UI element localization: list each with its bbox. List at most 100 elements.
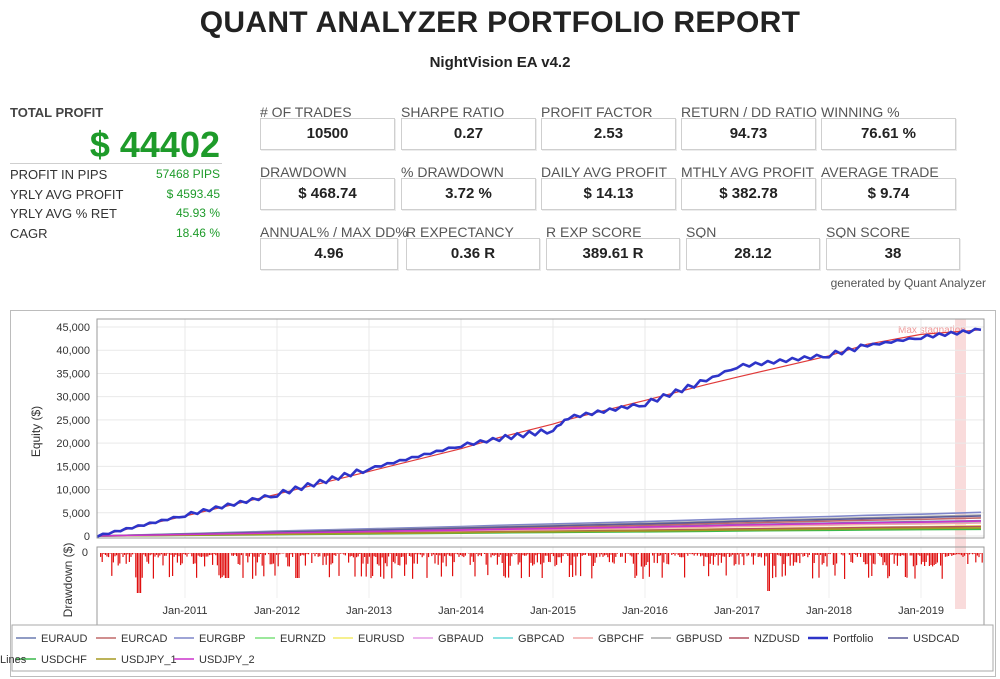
drawdown-bar: [247, 553, 249, 563]
drawdown-bar: [596, 553, 598, 558]
drawdown-bar: [565, 553, 567, 555]
drawdown-bar: [952, 553, 954, 555]
drawdown-bar: [173, 553, 175, 557]
drawdown-bar: [296, 553, 298, 578]
stat-label-r-exp-score: R EXP SCORE: [546, 224, 642, 240]
equity-chart-frame: [10, 310, 996, 677]
drawdown-bar: [760, 553, 762, 558]
drawdown-bar: [959, 553, 961, 555]
drawdown-bar: [927, 553, 929, 556]
drawdown-bar: [154, 553, 156, 557]
drawdown-bar: [237, 553, 239, 564]
stat-value-sharpe: 0.27: [401, 118, 536, 150]
drawdown-bar: [957, 553, 959, 555]
stat-label-winning: WINNING %: [821, 104, 900, 120]
drawdown-bar: [856, 553, 858, 557]
drawdown-bar: [428, 553, 430, 558]
drawdown-bar: [528, 553, 530, 577]
drawdown-bar: [805, 553, 807, 554]
drawdown-bar: [181, 553, 183, 564]
drawdown-bar: [829, 553, 831, 555]
drawdown-bar: [858, 553, 860, 554]
y-tick-label: 30,000: [56, 392, 90, 404]
drawdown-bar: [332, 553, 334, 564]
drawdown-bar: [125, 553, 127, 564]
drawdown-bar: [744, 553, 746, 554]
drawdown-bar: [232, 553, 234, 556]
drawdown-bar: [272, 553, 274, 564]
x-tick-label: Jan-2012: [254, 605, 300, 617]
drawdown-bar: [733, 553, 735, 566]
drawdown-bar: [608, 553, 610, 563]
drawdown-bar: [378, 553, 380, 566]
drawdown-bar: [469, 553, 471, 565]
legend-label: GBPCHF: [598, 633, 644, 645]
drawdown-bar: [292, 553, 294, 557]
report-title: QUANT ANALYZER PORTFOLIO REPORT: [199, 6, 801, 39]
drawdown-bar: [949, 553, 951, 555]
drawdown-bar: [479, 553, 481, 555]
summary-row-value: $ 4593.45: [166, 187, 220, 201]
stat-label-profit-factor: PROFIT FACTOR: [541, 104, 653, 120]
drawdown-bar: [719, 553, 721, 555]
x-tick-label: Jan-2013: [346, 605, 392, 617]
drawdown-bar: [671, 553, 673, 555]
stat-value-drawdown: $ 468.74: [260, 178, 395, 210]
series-line-usdjpy-1: [96, 527, 982, 537]
total-profit-value: $ 44402: [89, 124, 220, 165]
drawdown-bar: [178, 553, 180, 557]
drawdown-bar: [828, 553, 830, 554]
drawdown-bar: [127, 553, 129, 555]
drawdown-bar: [887, 553, 889, 579]
drawdown-bar: [504, 553, 506, 578]
drawdown-bar: [754, 553, 756, 556]
drawdown-bar: [463, 553, 465, 558]
drawdown-bar: [215, 553, 217, 556]
drawdown-bar: [933, 553, 935, 565]
summary-row-label: YRLY AVG PROFIT: [10, 187, 124, 202]
legend-label: NZDUSD: [754, 633, 800, 645]
drawdown-bar: [132, 553, 134, 555]
drawdown-bar: [456, 553, 458, 555]
drawdown-bar: [522, 553, 524, 556]
drawdown-bar: [367, 553, 369, 564]
series-line-portfolio: [96, 327, 982, 538]
drawdown-bar: [165, 553, 167, 556]
drawdown-bar: [372, 553, 374, 576]
legend-label: USDJPY_1: [121, 654, 177, 666]
drawdown-bar: [559, 553, 561, 558]
drawdown-bar: [664, 553, 666, 555]
drawdown-bar: [162, 553, 164, 566]
drawdown-bar: [807, 553, 809, 558]
drawdown-bar: [394, 553, 396, 564]
drawdown-bar: [551, 553, 553, 554]
drawdown-bar: [535, 553, 537, 556]
drawdown-bar: [306, 553, 308, 555]
drawdown-bar: [448, 553, 450, 556]
drawdown-bar: [221, 553, 223, 578]
drawdown-bar: [389, 553, 391, 554]
drawdown-bar: [920, 553, 922, 565]
summary-row-label: PROFIT IN PIPS: [10, 167, 108, 182]
stat-value-pct-drawdown: 3.72 %: [401, 178, 536, 210]
generated-by-note: generated by Quant Analyzer: [830, 276, 986, 290]
drawdown-bar: [298, 553, 300, 578]
drawdown-bar: [567, 553, 569, 556]
drawdown-bar: [264, 553, 266, 556]
stat-value-sqn-score: 38: [826, 238, 960, 270]
drawdown-bar: [224, 553, 226, 578]
drawdown-bar: [962, 553, 964, 557]
drawdown-bar: [474, 553, 476, 577]
drawdown-bar: [544, 553, 546, 556]
drawdown-bar: [472, 553, 474, 562]
drawdown-bar: [968, 553, 970, 555]
drawdown-bar: [917, 553, 919, 555]
drawdown-bar: [186, 553, 188, 557]
drawdown-bar: [208, 553, 210, 556]
drawdown-bar: [564, 553, 566, 554]
drawdown-bar: [820, 553, 822, 555]
drawdown-bar: [882, 553, 884, 566]
drawdown-bar: [437, 553, 439, 565]
drawdown-bar: [109, 553, 111, 554]
